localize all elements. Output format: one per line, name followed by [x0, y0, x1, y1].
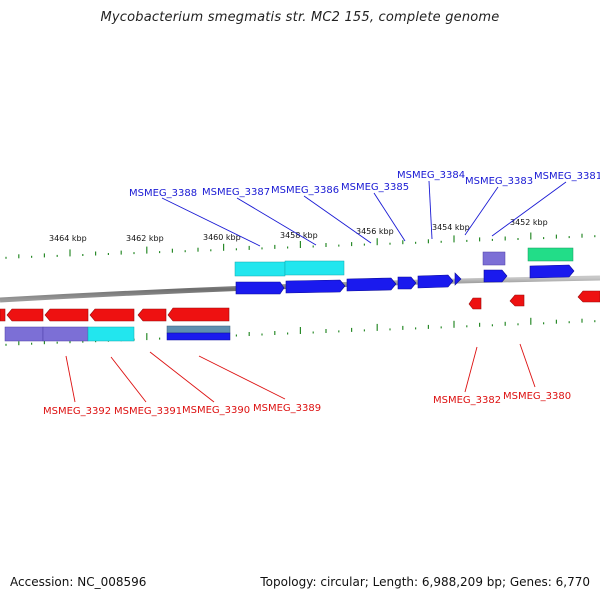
gene-label-msmeg-3390[interactable]: MSMEG_3390	[182, 405, 250, 416]
reverse-leader-lines	[65, 343, 536, 403]
scale-label-3464: 3464 kbp	[49, 234, 87, 243]
gene-arrow-msmeg-3389[interactable]	[167, 307, 230, 322]
cyan-feature-3390[interactable]	[87, 326, 135, 342]
cyan-feature-3388[interactable]	[234, 261, 286, 277]
gene-label-msmeg-3391[interactable]: MSMEG_3391	[114, 406, 182, 417]
scale-label-3452: 3452 kbp	[510, 218, 548, 227]
gene-arrow-msmeg-3389a[interactable]	[137, 308, 167, 322]
accession-label: Accession: NC_008596	[10, 575, 147, 589]
forward-gene-track	[235, 264, 575, 295]
gene-label-msmeg-3387[interactable]: MSMEG_3387	[202, 187, 270, 198]
gene-label-msmeg-3381[interactable]: MSMEG_3381	[534, 171, 600, 182]
scale-label-3454: 3454 kbp	[432, 223, 470, 232]
forward-feature-track	[234, 247, 574, 277]
gene-label-msmeg-3380[interactable]: MSMEG_3380	[503, 391, 571, 402]
gene-label-msmeg-3383[interactable]: MSMEG_3383	[465, 176, 533, 187]
scale-label-3458: 3458 kbp	[280, 231, 318, 240]
purple-feature-3391[interactable]	[42, 326, 89, 342]
blue-feature-3389[interactable]	[166, 332, 231, 341]
scale-label-3460: 3460 kbp	[203, 233, 241, 242]
gene-arrow-msmeg-3391[interactable]	[44, 308, 89, 322]
gene-arrow-msmeg-3384[interactable]	[417, 274, 454, 289]
purple-feature-3392[interactable]	[4, 326, 44, 342]
gene-arrow-msmeg-3385[interactable]	[397, 276, 417, 290]
scale-label-3462: 3462 kbp	[126, 234, 164, 243]
gene-arrow-left-edge[interactable]	[0, 308, 6, 322]
gene-arrow-msmeg-3388[interactable]	[235, 281, 285, 295]
gene-label-msmeg-3386[interactable]: MSMEG_3386	[271, 185, 339, 196]
gene-label-msmeg-3382[interactable]: MSMEG_3382	[433, 395, 501, 406]
genome-title: Mycobacterium smegmatis str. MC2 155, co…	[100, 10, 500, 25]
topology-label: Topology: circular; Length: 6,988,209 bp…	[260, 575, 590, 589]
gene-arrow-msmeg-3380[interactable]	[509, 294, 525, 307]
gene-arrow-msmeg-3382[interactable]	[468, 297, 482, 310]
gene-label-msmeg-3385[interactable]: MSMEG_3385	[341, 182, 409, 193]
green-feature-3381[interactable]	[527, 247, 574, 262]
reverse-feature-track	[4, 325, 231, 342]
forward-leader-lines	[161, 180, 567, 247]
gene-arrow-msmeg-3387[interactable]	[285, 279, 346, 294]
upper-scale-track	[5, 232, 596, 259]
gene-label-msmeg-3392[interactable]: MSMEG_3392	[43, 406, 111, 417]
gene-arrow-right-edge[interactable]	[577, 290, 600, 303]
gene-arrow-msmeg-3390[interactable]	[89, 308, 135, 322]
reverse-gene-track	[0, 290, 600, 322]
cyan-feature-3387[interactable]	[284, 260, 345, 276]
gene-arrow-msmeg-3392[interactable]	[6, 308, 44, 322]
gene-label-msmeg-3384[interactable]: MSMEG_3384	[397, 170, 465, 181]
gene-arrow-msmeg-3383[interactable]	[483, 269, 508, 283]
gene-label-msmeg-3388[interactable]: MSMEG_3388	[129, 188, 197, 199]
gene-arrow-msmeg-3384b[interactable]	[454, 272, 462, 286]
scale-label-3456: 3456 kbp	[356, 227, 394, 236]
teal-feature-3389[interactable]	[166, 325, 231, 334]
gene-arrow-msmeg-3386[interactable]	[346, 277, 397, 292]
gene-label-msmeg-3389[interactable]: MSMEG_3389	[253, 403, 321, 414]
gene-arrow-msmeg-3381[interactable]	[529, 264, 575, 279]
purple-feature-3383[interactable]	[482, 251, 506, 266]
